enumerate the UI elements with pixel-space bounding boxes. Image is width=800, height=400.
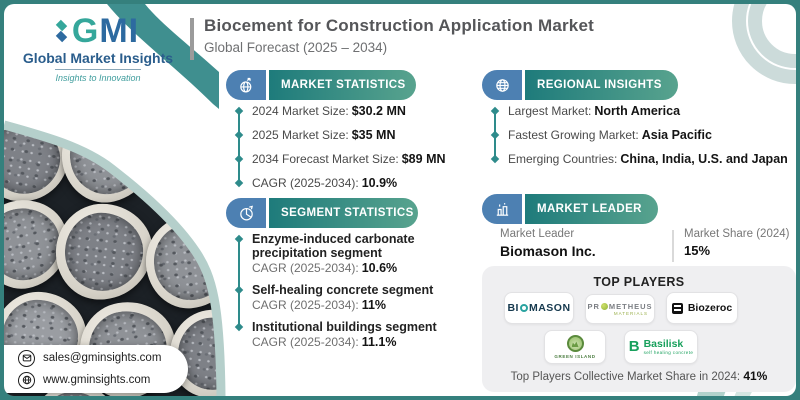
contact-website[interactable]: www.gminsights.com bbox=[18, 371, 188, 389]
regional-insights-icon-chip bbox=[482, 70, 522, 100]
green-island-icon bbox=[566, 335, 584, 352]
contact-email[interactable]: sales@gminsights.com bbox=[18, 349, 188, 367]
bullet-rail bbox=[238, 238, 240, 326]
top-players-box: TOP PLAYERS BI MASON PR METHEUS MATERIALS … bbox=[482, 266, 796, 392]
stat-row: 2024 Market Size: $30.2 MN bbox=[252, 104, 446, 118]
segment-statistics-banner: SEGMENT STATISTICS bbox=[226, 198, 418, 228]
page-subtitle: Global Forecast (2025 – 2034) bbox=[204, 40, 388, 55]
bullet-rail bbox=[238, 110, 240, 182]
basilisk-b-icon: B bbox=[628, 338, 640, 355]
globe-icon bbox=[18, 371, 35, 389]
biocement-sample bbox=[56, 104, 160, 208]
insight-row: Fastest Growing Market: Asia Pacific bbox=[508, 128, 788, 142]
decorative-ring-top-right bbox=[732, 4, 796, 84]
stat-row: 2034 Forecast Market Size: $89 MN bbox=[252, 152, 446, 166]
segment-row: Institutional buildings segment CAGR (20… bbox=[252, 320, 464, 351]
stat-row: CAGR (2025-2034): 10.9% bbox=[252, 176, 446, 190]
biozeroc-icon bbox=[671, 302, 683, 314]
segment-row: Enzyme-induced carbonate precipitation s… bbox=[252, 232, 464, 277]
biomason-o-icon bbox=[519, 304, 528, 312]
market-statistics-list: 2024 Market Size: $30.2 MN 2025 Market Si… bbox=[234, 104, 446, 200]
regional-insights-banner: REGIONAL INSIGHTS bbox=[482, 70, 678, 100]
email-icon bbox=[18, 349, 35, 367]
main-card: GMI Global Market Insights Insights to I… bbox=[4, 4, 796, 396]
segment-statistics-icon-chip bbox=[226, 198, 266, 228]
market-leader-title: MARKET LEADER bbox=[525, 194, 658, 224]
company-tagline: Insights to Innovation bbox=[55, 69, 141, 83]
market-leader-info: Market Leader Biomason Inc. bbox=[500, 228, 596, 259]
market-statistics-icon-chip bbox=[226, 70, 266, 100]
stat-row: 2025 Market Size: $35 MN bbox=[252, 128, 446, 142]
player-card-basilisk: B Basilisk self healing concrete bbox=[624, 330, 698, 364]
basilisk-subtext: self healing concrete bbox=[643, 350, 694, 355]
market-statistics-title: MARKET STATISTICS bbox=[269, 70, 416, 100]
prometheus-o-icon bbox=[600, 303, 608, 310]
market-leader-banner: MARKET LEADER bbox=[482, 194, 658, 224]
title-accent-bar bbox=[190, 18, 194, 60]
share-value: 15% bbox=[684, 243, 711, 258]
segment-statistics-list: Enzyme-induced carbonate precipitation s… bbox=[234, 232, 464, 357]
segment-row: Self-healing concrete segment CAGR (2025… bbox=[252, 283, 464, 314]
market-leader-icon-chip bbox=[482, 194, 522, 224]
prometheus-subtext: MATERIALS bbox=[613, 311, 648, 316]
contact-card: sales@gminsights.com www.gminsights.com bbox=[4, 345, 188, 393]
player-card-green-island: GREEN ISLAND bbox=[544, 330, 606, 364]
gmi-letter-g: G bbox=[71, 12, 100, 50]
player-card-biozeroc: Biozeroc bbox=[666, 292, 738, 324]
green-island-text: GREEN ISLAND bbox=[554, 354, 596, 359]
players-footer: Top Players Collective Market Share in 2… bbox=[510, 369, 768, 383]
leader-divider bbox=[672, 230, 674, 262]
insight-row: Largest Market: North America bbox=[508, 104, 788, 118]
globe-chart-icon bbox=[239, 77, 251, 92]
gmi-logo: GMI Global Market Insights Insights to I… bbox=[18, 14, 178, 86]
player-card-prometheus: PR METHEUS MATERIALS bbox=[585, 294, 655, 324]
gmi-letters-mi: MI bbox=[99, 12, 140, 50]
regional-insights-title: REGIONAL INSIGHTS bbox=[525, 70, 678, 100]
segment-statistics-title: SEGMENT STATISTICS bbox=[269, 198, 418, 228]
gmi-diamond-icon bbox=[55, 19, 68, 43]
market-statistics-banner: MARKET STATISTICS bbox=[226, 70, 416, 100]
top-players-title: TOP PLAYERS bbox=[593, 275, 685, 289]
pie-chart-icon bbox=[239, 205, 253, 220]
biocement-sample bbox=[51, 199, 157, 305]
page-title: Biocement for Construction Application M… bbox=[204, 16, 594, 35]
leader-label: Market Leader bbox=[500, 228, 575, 240]
share-label: Market Share (2024) bbox=[684, 228, 790, 240]
globe-icon bbox=[495, 78, 509, 92]
building-chart-icon bbox=[496, 202, 508, 216]
leader-name: Biomason Inc. bbox=[500, 243, 596, 259]
company-name: Global Market Insights bbox=[22, 50, 174, 66]
player-card-biomason: BI MASON bbox=[504, 292, 574, 324]
insight-row: Emerging Countries: China, India, U.S. an… bbox=[508, 152, 788, 166]
regional-insights-list: Largest Market: North America Fastest Gro… bbox=[490, 104, 788, 176]
market-share-info: Market Share (2024) 15% bbox=[684, 228, 789, 258]
